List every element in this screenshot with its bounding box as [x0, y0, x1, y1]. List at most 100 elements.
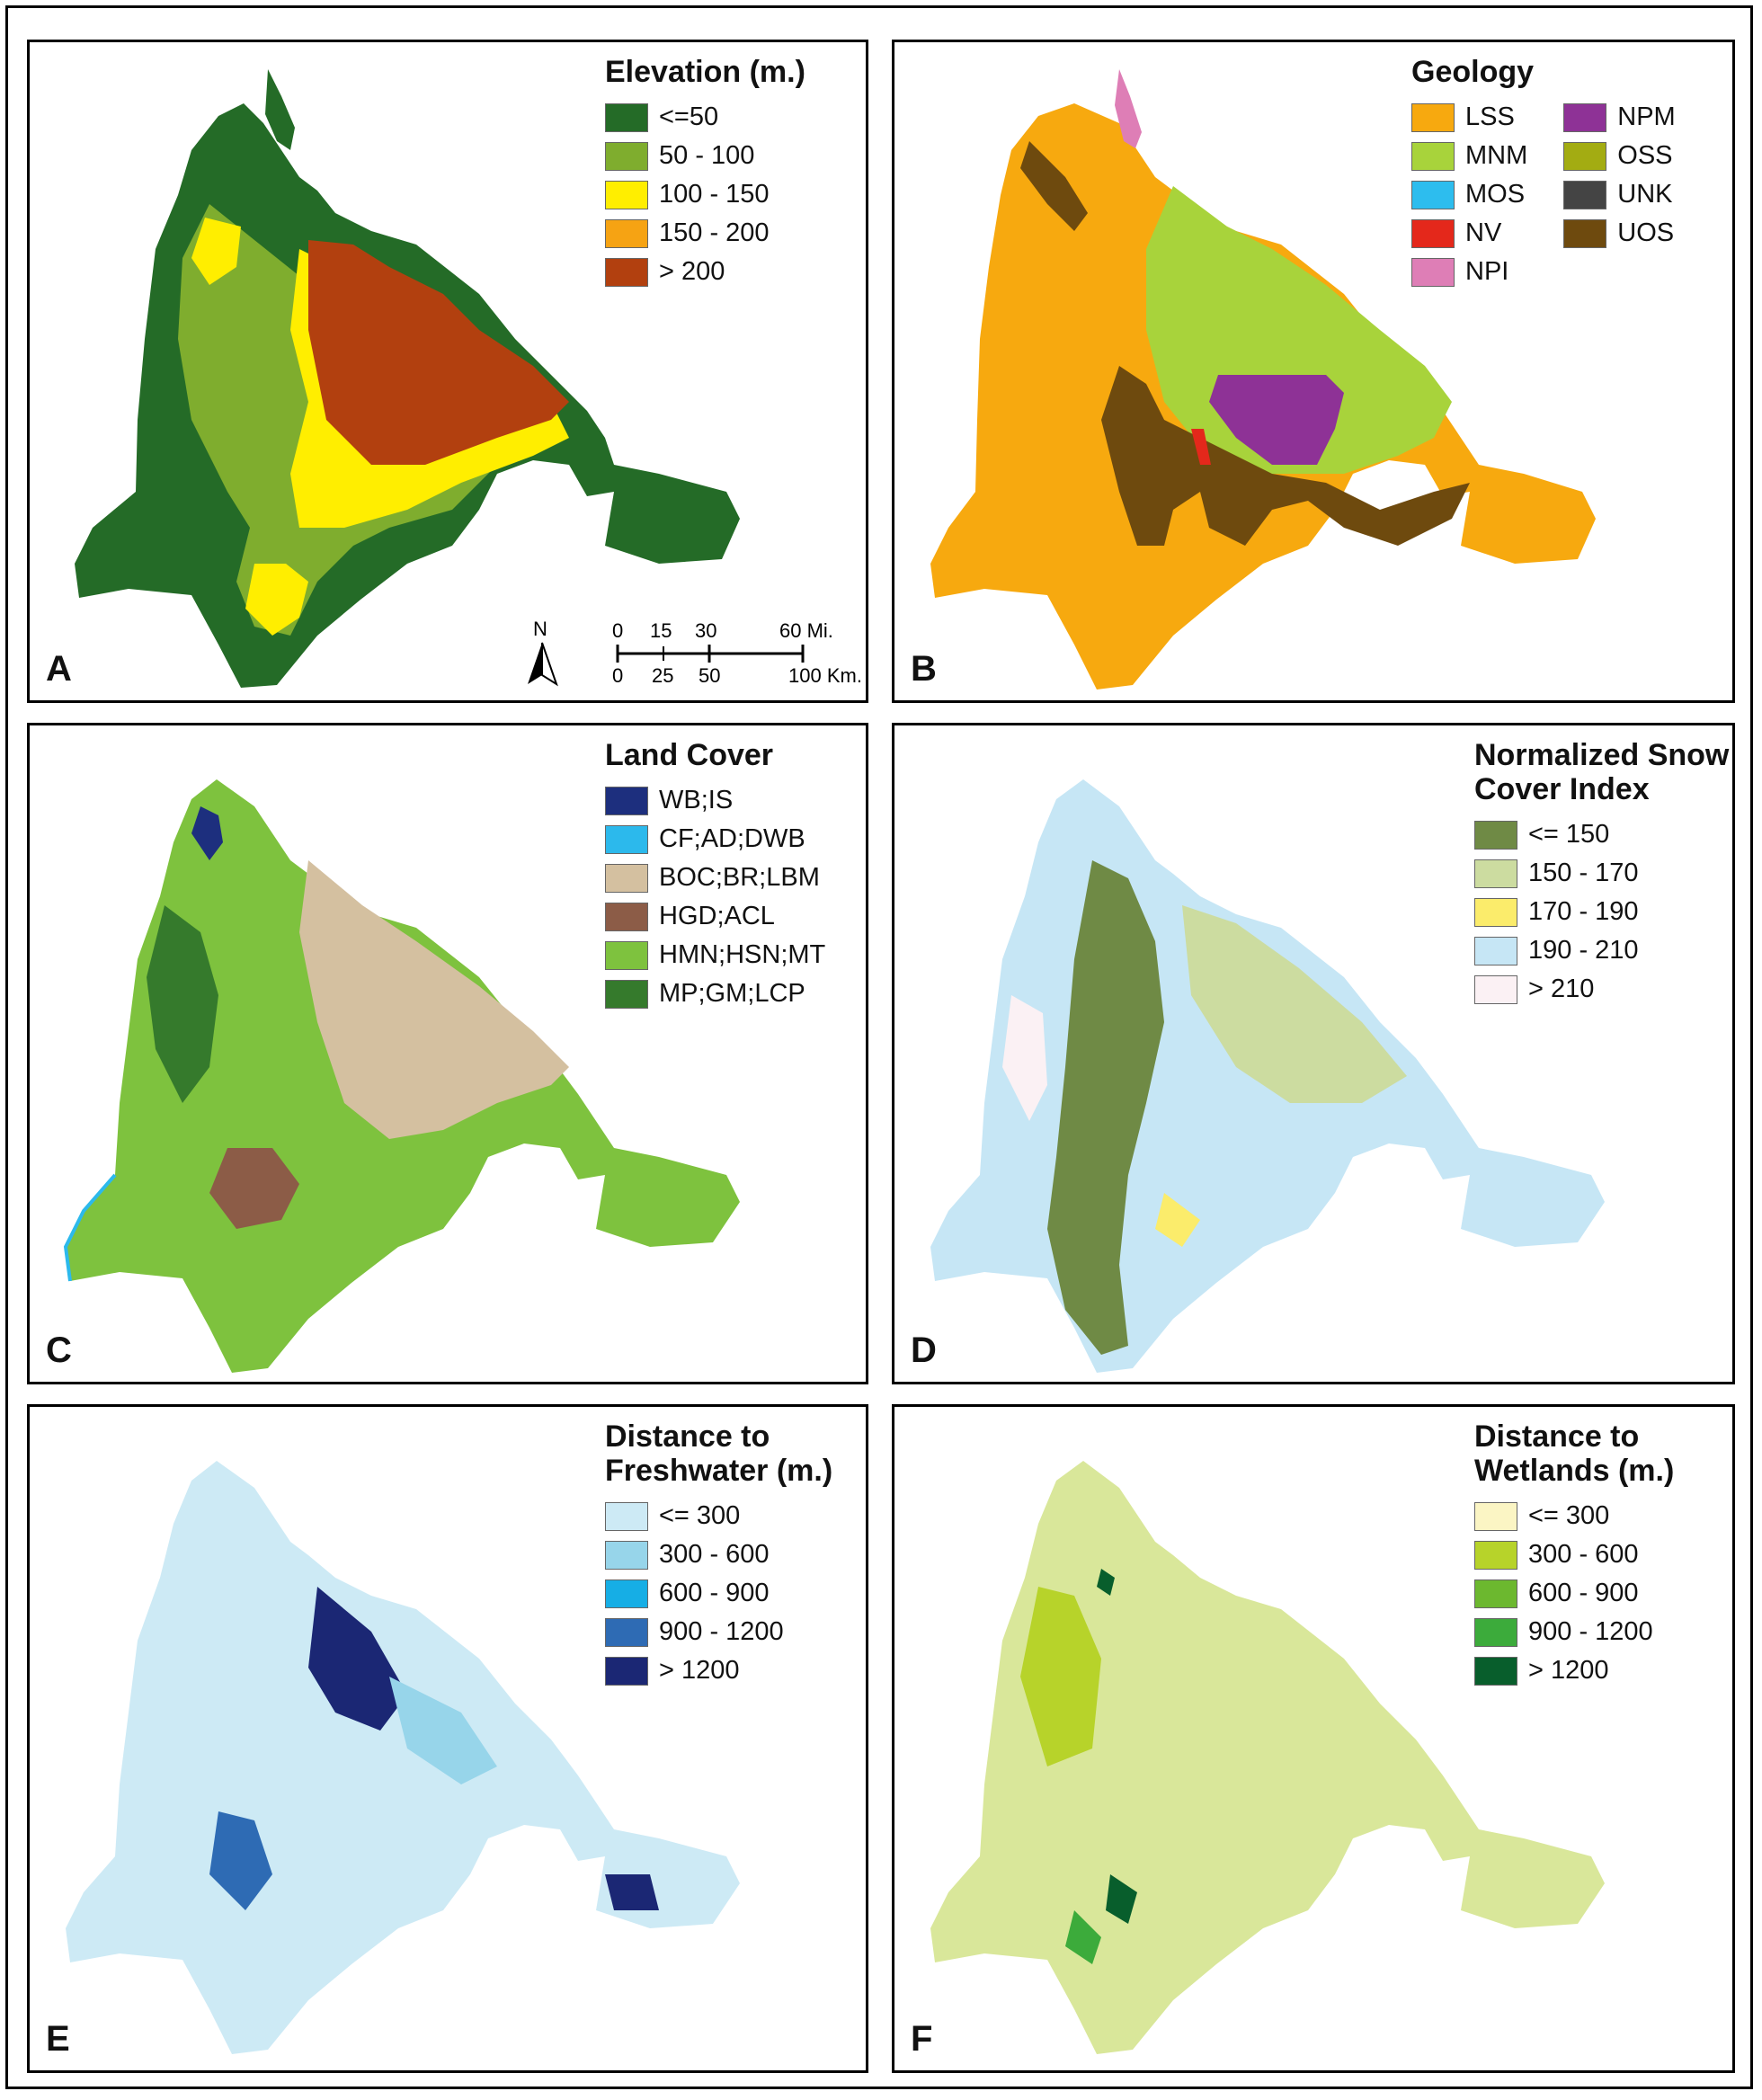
legend-item: LSS: [1411, 98, 1527, 137]
map-mid-index: [1182, 905, 1407, 1103]
legend-item: UNK: [1563, 175, 1675, 214]
legend-item: BOC;BR;LBM: [605, 859, 825, 897]
map-mid-zone: [1020, 1587, 1101, 1766]
map-yellow-index: [1155, 1193, 1200, 1247]
snow-cover-map: [930, 779, 1605, 1373]
legend-item: > 1200: [1474, 1651, 1674, 1690]
legend-swatch: [605, 1617, 648, 1647]
legend-swatch: [1563, 218, 1607, 248]
map-yellow-blob2: [191, 218, 241, 285]
legend-swatch: [1474, 1617, 1517, 1647]
legend-item: UOS: [1563, 214, 1675, 253]
legend-swatch: [605, 824, 648, 854]
legend-swatch: [1474, 1540, 1517, 1570]
legend-swatch: [605, 102, 648, 132]
map-far-zone: [308, 1587, 407, 1731]
legend-item: MNM: [1411, 137, 1527, 175]
legend-swatch: [605, 940, 648, 970]
legend-title: Distance to Wetlands (m.): [1474, 1419, 1675, 1488]
svg-text:60 Mi.: 60 Mi.: [779, 619, 833, 642]
legend-swatch: [1474, 820, 1517, 850]
legend-swatch: [605, 1540, 648, 1570]
map-hgd: [209, 1148, 299, 1229]
map-boc: [299, 860, 569, 1139]
figure-frame: [5, 5, 1753, 2089]
map-wb: [191, 806, 223, 860]
legend-title: Elevation (m.): [605, 55, 805, 89]
wetlands-distance-map: [930, 1461, 1605, 2054]
svg-text:50: 50: [699, 664, 720, 687]
map-land: [66, 1461, 740, 2054]
legend-swatch: [1411, 180, 1455, 209]
legend-item: NPM: [1563, 98, 1676, 137]
map-yellow-blob: [245, 564, 308, 636]
legend: Land Cover WB;IS CF;AD;DWB BOC;BR;LBM HG…: [605, 738, 825, 1013]
map-peak-zone: [308, 240, 569, 465]
panel-letter: E: [46, 2019, 70, 2059]
map-island: [265, 69, 295, 150]
legend-swatch: [1474, 1501, 1517, 1531]
panel-elevation: Elevation (m.) <=50 50 - 100 100 - 150 1…: [27, 40, 868, 703]
scale-bar: N 0 15 30 60 Mi. 0 25 50 100 Km.: [522, 609, 864, 699]
legend-item: CF;AD;DWB: [605, 820, 825, 859]
panel-letter: C: [46, 1330, 72, 1370]
svg-text:25: 25: [652, 664, 673, 687]
legend-swatch: [605, 979, 648, 1009]
legend-swatch: [1563, 180, 1607, 209]
panel-letter: D: [911, 1330, 937, 1370]
legend-item: HMN;HSN;MT: [605, 936, 825, 974]
land-cover-map: [63, 779, 740, 1373]
legend-item: <= 150: [1474, 815, 1729, 854]
legend-item: <= 300: [1474, 1497, 1674, 1535]
elevation-map: [75, 69, 740, 688]
legend-item: 50 - 100: [605, 137, 805, 175]
legend-swatch: [605, 902, 648, 931]
geology-map: [930, 69, 1596, 690]
legend-item: 170 - 190: [1474, 893, 1729, 931]
panel-land-cover: Land Cover WB;IS CF;AD;DWB BOC;BR;LBM HG…: [27, 723, 868, 1384]
panel-letter: F: [911, 2019, 933, 2059]
map-land: [930, 1461, 1605, 2054]
legend-swatch: [605, 1656, 648, 1686]
legend-item: 600 - 900: [605, 1574, 832, 1613]
legend-item: 150 - 200: [605, 214, 805, 253]
legend-item: <= 300: [605, 1497, 832, 1535]
north-arrow-icon: N: [528, 618, 558, 687]
legend-title: Normalized Snow Cover Index: [1474, 738, 1730, 806]
panel-freshwater-distance: Distance to Freshwater (m.) <= 300 300 - …: [27, 1404, 868, 2073]
legend-item: HGD;ACL: [605, 897, 825, 936]
legend-swatch: [1563, 141, 1607, 171]
legend-swatch: [605, 218, 648, 248]
legend: Distance to Freshwater (m.) <= 300 300 - …: [605, 1419, 832, 1690]
legend-title: Geology: [1411, 55, 1535, 89]
map-far-zone3: [1065, 1910, 1101, 1964]
legend-item: 190 - 210: [1474, 931, 1729, 970]
legend-swatch: [605, 863, 648, 893]
legend-swatch: [1563, 102, 1607, 132]
legend-swatch: [1411, 102, 1455, 132]
panel-snow-cover: Normalized Snow Cover Index <= 150 150 - …: [892, 723, 1735, 1384]
legend-column: NPM OSS UNK UOS: [1563, 98, 1676, 291]
legend-swatch: [605, 1501, 648, 1531]
legend-title: Land Cover: [605, 738, 774, 772]
legend-title: Distance to Freshwater (m.): [605, 1419, 833, 1488]
panel-wetlands-distance: Distance to Wetlands (m.) <= 300 300 - 60…: [892, 1404, 1735, 2073]
legend-item: <=50: [605, 98, 805, 137]
legend-swatch: [1474, 897, 1517, 927]
legend-item: > 210: [1474, 970, 1729, 1009]
svg-text:0: 0: [612, 619, 623, 642]
legend-item: 100 - 150: [605, 175, 805, 214]
legend-item: NV: [1411, 214, 1527, 253]
map-high-index: [1002, 995, 1047, 1121]
legend: Elevation (m.) <=50 50 - 100 100 - 150 1…: [605, 55, 805, 291]
legend-swatch: [605, 180, 648, 209]
legend-swatch: [605, 786, 648, 815]
map-far-zone: [1097, 1569, 1115, 1596]
map-uos-2: [1020, 141, 1088, 231]
legend-item: 300 - 600: [605, 1535, 832, 1574]
legend-swatch: [1474, 974, 1517, 1004]
legend-swatch: [1474, 1656, 1517, 1686]
legend-swatch: [1411, 218, 1455, 248]
legend-item: > 1200: [605, 1651, 832, 1690]
map-mid-zone: [389, 1677, 497, 1784]
